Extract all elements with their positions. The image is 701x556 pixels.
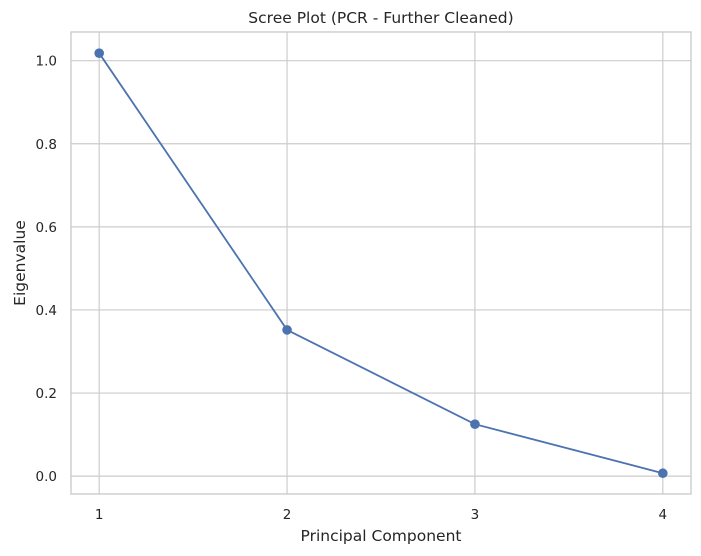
plot-area-frame [70, 31, 692, 495]
y-tick-label: 0.0 [36, 469, 57, 485]
y-tick-label: 0.4 [36, 303, 57, 319]
data-point [470, 419, 480, 430]
x-tick-label: 1 [95, 507, 104, 523]
x-tick-label: 3 [471, 507, 480, 523]
y-tick-label: 0.6 [36, 220, 57, 236]
data-point [94, 48, 104, 58]
series-line [98, 52, 664, 475]
y-tick-label: 0.8 [36, 137, 57, 153]
y-tick-label: 1.0 [36, 54, 57, 70]
x-tick-label: 4 [659, 507, 668, 523]
x-axis-label: Principal Component [301, 527, 462, 545]
y-axis-label: Eigenvalue [11, 220, 29, 306]
data-point [658, 468, 668, 479]
grid-lines [71, 32, 691, 494]
chart-title: Scree Plot (PCR - Further Cleaned) [248, 9, 513, 27]
x-tick-label: 2 [283, 507, 292, 523]
series-layer [94, 48, 668, 479]
y-tick-label: 0.2 [36, 386, 57, 402]
data-point [282, 325, 292, 335]
tick-labels: 1 2 3 4 0.0 0.2 0.4 0.6 0.8 1.0 [36, 54, 668, 523]
